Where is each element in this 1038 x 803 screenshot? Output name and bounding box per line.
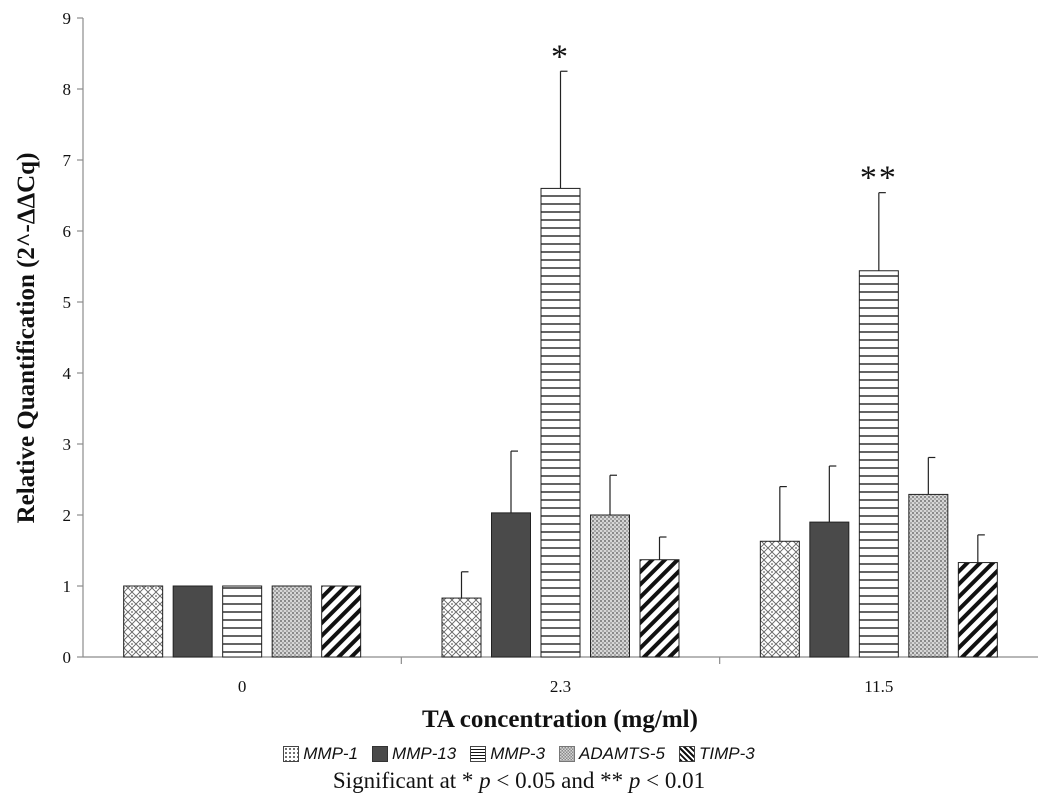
y-tick-label: 6 xyxy=(63,222,72,241)
y-tick-label: 8 xyxy=(63,80,72,99)
bar xyxy=(172,585,213,658)
bar xyxy=(271,585,312,658)
bar xyxy=(759,540,800,658)
bar xyxy=(491,512,531,658)
x-tick-label: 0 xyxy=(238,677,247,696)
bar xyxy=(540,187,581,658)
legend-item: MMP-3 xyxy=(470,744,545,764)
y-tick-label: 4 xyxy=(63,364,72,383)
bar xyxy=(957,562,998,658)
legend-swatch xyxy=(470,746,487,762)
legend-item: ADAMTS-5 xyxy=(559,744,665,764)
footnote-mid: < 0.05 and ** xyxy=(490,768,629,793)
bar xyxy=(123,585,164,658)
y-tick-label: 5 xyxy=(63,293,72,312)
legend-label: MMP-3 xyxy=(490,744,546,763)
legend-label: ADAMTS-5 xyxy=(579,744,666,763)
legend-item: MMP-1 xyxy=(283,744,358,764)
legend-swatch xyxy=(372,746,389,762)
bar xyxy=(590,514,630,658)
legend-item: MMP-13 xyxy=(372,744,456,764)
legend-label: TIMP-3 xyxy=(699,744,755,763)
footnote-prefix: Significant at * xyxy=(332,768,480,793)
legend-swatch xyxy=(679,746,696,762)
y-axis-label: Relative Quantification (2^-ΔΔCq) xyxy=(13,153,40,524)
footnote-p1: p xyxy=(479,768,491,793)
bar xyxy=(809,521,850,658)
legend: MMP-1 MMP-13 MMP-3 ADAMTS-5 TIMP-3 xyxy=(0,741,1038,767)
x-axis-label: TA concentration (mg/ml) xyxy=(422,706,698,733)
bar xyxy=(321,585,362,658)
footnote-suffix: < 0.01 xyxy=(640,768,706,793)
bar xyxy=(858,270,899,658)
y-tick-label: 3 xyxy=(63,435,72,454)
bar xyxy=(908,493,949,658)
legend-swatch xyxy=(559,746,576,762)
y-tick-label: 2 xyxy=(63,506,72,525)
legend-label: MMP-13 xyxy=(392,744,457,763)
legend-swatch xyxy=(283,746,300,762)
bar xyxy=(441,597,482,658)
legend-item: TIMP-3 xyxy=(679,744,755,764)
legend-label: MMP-1 xyxy=(303,744,359,763)
bar xyxy=(222,585,263,658)
y-tick-label: 9 xyxy=(63,9,72,28)
significance-marker: ** xyxy=(860,160,898,197)
significance-footnote: Significant at * p < 0.05 and ** p < 0.0… xyxy=(0,768,1038,794)
y-tick-label: 7 xyxy=(63,151,72,170)
bar xyxy=(639,559,680,658)
footnote-p2: p xyxy=(628,768,641,793)
x-tick-label: 2.3 xyxy=(550,677,571,696)
y-tick-label: 0 xyxy=(63,648,72,667)
significance-marker: * xyxy=(551,38,570,75)
y-tick-label: 1 xyxy=(63,577,72,596)
x-tick-label: 11.5 xyxy=(864,677,893,696)
